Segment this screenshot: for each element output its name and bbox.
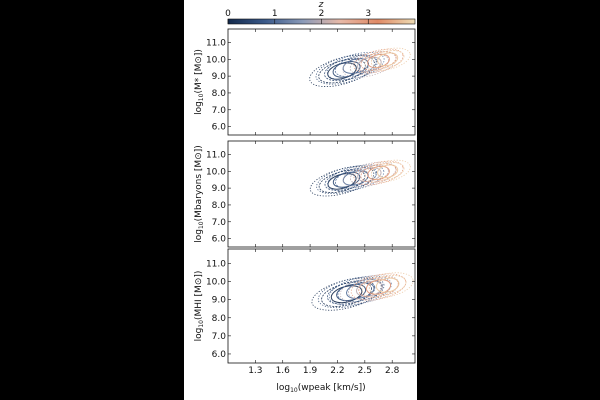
y-tick-label: 10.0 <box>206 55 226 65</box>
y-tick-label: 9.0 <box>212 296 227 306</box>
contour-z0-level2 <box>321 281 372 307</box>
contour-z0.5-level1 <box>315 54 378 85</box>
x-tick-label: 2.8 <box>385 366 400 376</box>
contour-z3-level1 <box>353 48 404 74</box>
y-tick-label: 8.0 <box>212 89 227 99</box>
colorbar-label: z <box>318 0 324 10</box>
y-tick-label: 6.0 <box>212 235 227 245</box>
contour-z3.8-level1 <box>361 272 414 299</box>
y-tick-label: 11.0 <box>206 259 226 269</box>
contour-z3.8-level1 <box>364 159 411 183</box>
ylabel-stellar-mass: log10(M* [M⊙]) <box>194 49 205 115</box>
contour-z0-level1 <box>309 166 375 197</box>
panel-stellar-mass: 6.0 7.0 8.0 9.0 10.0 11.0 log10(M* [M⊙]) <box>194 28 416 136</box>
contour-z3.8-level2 <box>370 162 405 181</box>
panel-hi-mass: 6.0 7.0 8.0 9.0 10.0 11.0 1.3 1.6 1.9 2.2 2.5 2.8 l… <box>194 248 416 394</box>
contour-z0.5-level3 <box>336 283 367 302</box>
panel-baryon-mass: 6.0 7.0 8.0 9.0 10.0 11.0 log10(Mbaryons [M⊙]… <box>194 140 416 248</box>
ylabel-hi-mass: log10(MHI [M⊙]) <box>194 271 205 342</box>
contour-z0.5-level1 <box>316 165 377 194</box>
contour-z0.5-level1 <box>317 276 385 309</box>
contour-z3-level3 <box>367 165 390 181</box>
y-tick-label: 10.0 <box>206 167 226 177</box>
y-tick-label: 7.0 <box>212 332 227 342</box>
contour-z0-level1 <box>309 55 375 87</box>
contour-z3-level2 <box>360 163 397 183</box>
contour-z3.8-level1 <box>364 47 411 71</box>
contour-z3.8-level3 <box>377 164 399 179</box>
contour-z0.5-level3 <box>332 61 361 78</box>
colorbar-tick-label: 0 <box>225 9 231 19</box>
contour-z3.8-level3 <box>375 277 400 293</box>
figure: 0 1 2 3 z 6.0 7.0 8.0 9.0 10.0 11.0 log10(M* [M⊙… <box>184 0 417 400</box>
y-tick-label: 8.0 <box>212 314 227 324</box>
y-tick-label: 9.0 <box>212 184 227 194</box>
contour-z0.5-level2 <box>327 280 376 305</box>
chart-canvas: 0 1 2 3 z 6.0 7.0 8.0 9.0 10.0 11.0 log10(M* [M⊙… <box>194 0 416 394</box>
x-tick-label: 2.5 <box>358 366 372 376</box>
ylabel-baryon-mass: log10(Mbaryons [M⊙]) <box>194 145 205 243</box>
contour-z3.8-level3 <box>377 52 399 67</box>
colorbar-tick-label: 2 <box>319 9 325 19</box>
colorbar-tick-label: 1 <box>272 9 278 19</box>
x-tick-label: 1.3 <box>248 366 262 376</box>
contour-z3-level3 <box>367 53 390 69</box>
contour-z1-level3 <box>346 282 375 299</box>
contour-z0.5-level3 <box>332 171 361 188</box>
contour-z2-level2 <box>349 53 389 75</box>
y-tick-label: 6.0 <box>212 123 227 133</box>
y-tick-label: 9.0 <box>212 72 227 82</box>
colorbar: 0 1 2 3 z <box>225 0 416 25</box>
contour-z3-level3 <box>365 279 392 295</box>
contour-z3-level1 <box>353 160 404 186</box>
y-tick-label: 10.0 <box>206 278 226 288</box>
contour-z3.8-level2 <box>370 50 405 69</box>
y-tick-label: 7.0 <box>212 106 227 116</box>
contour-z3.8-level2 <box>368 275 407 296</box>
xlabel-wpeak: log10(wpeak [km/s]) <box>276 383 365 394</box>
contour-z1-level1 <box>327 164 385 192</box>
contour-z2-level2 <box>349 164 389 185</box>
x-tick-label: 2.2 <box>330 366 344 376</box>
y-tick-label: 8.0 <box>212 201 227 211</box>
y-tick-label: 7.0 <box>212 218 227 228</box>
contour-z1-level1 <box>328 275 392 306</box>
contour-z2-level3 <box>356 280 383 297</box>
x-tick-label: 1.9 <box>303 366 318 376</box>
colorbar-tick-label: 3 <box>365 9 371 19</box>
y-tick-label: 11.0 <box>206 38 226 48</box>
contour-z3-level1 <box>350 273 407 301</box>
x-tick-label: 1.6 <box>276 366 291 376</box>
y-tick-label: 6.0 <box>212 350 227 360</box>
contour-z0-level1 <box>311 277 382 311</box>
y-tick-label: 11.0 <box>206 150 226 160</box>
